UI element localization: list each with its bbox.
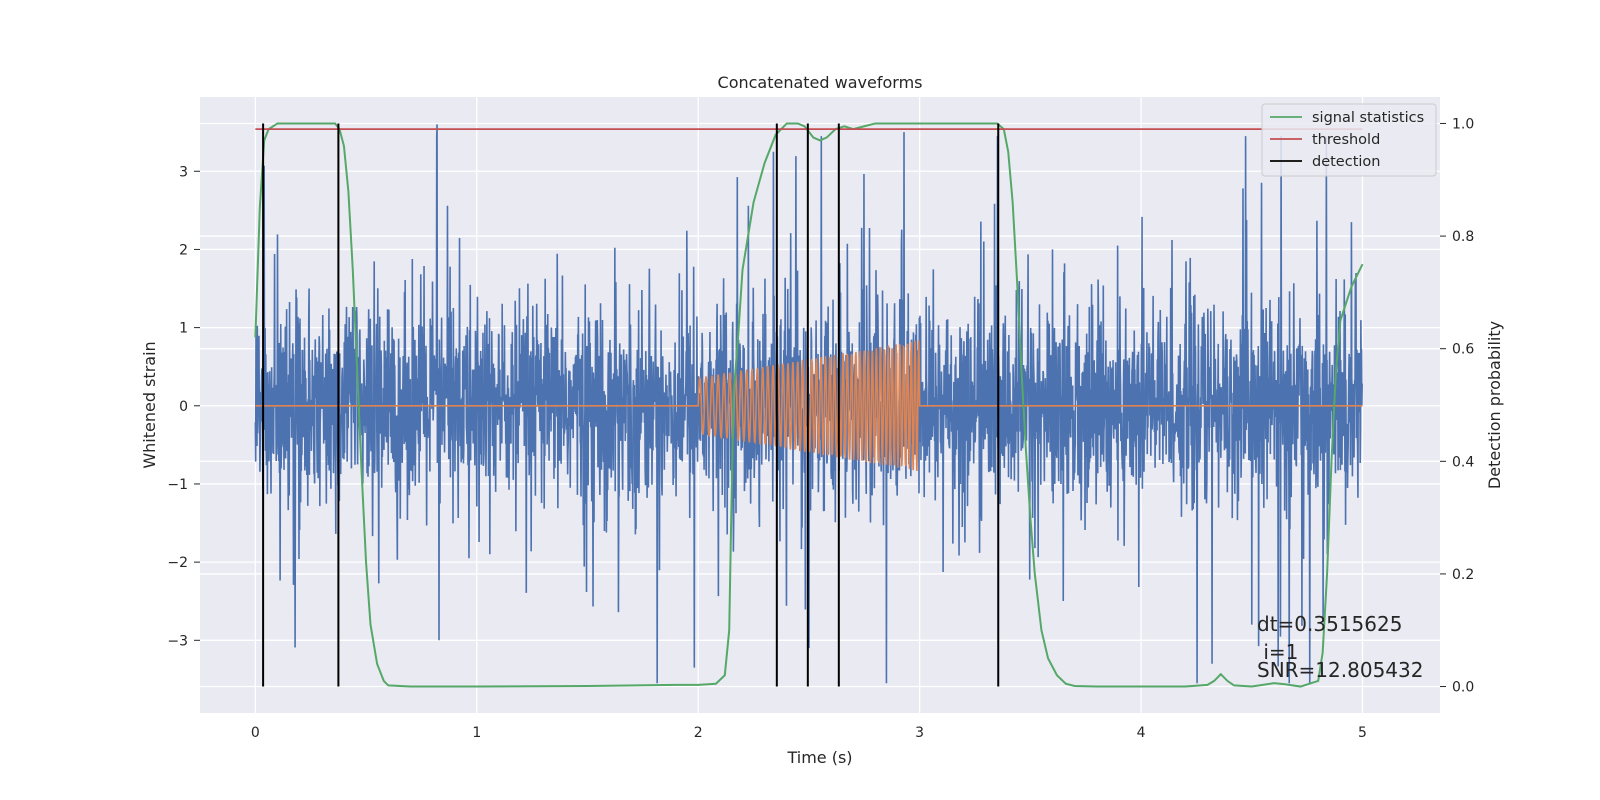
y-axis-right-label: Detection probability — [1485, 321, 1504, 489]
annotation-i: i=1 — [1257, 640, 1298, 664]
legend-label-signal-statistics: signal statistics — [1312, 110, 1424, 126]
x-tick-label: 1 — [472, 725, 481, 741]
y-right-tick-label: 1.0 — [1452, 116, 1474, 132]
y-right-tick-label: 0.4 — [1452, 454, 1474, 470]
y-tick-label: 0 — [179, 399, 188, 415]
legend-label-threshold: threshold — [1312, 132, 1380, 148]
annotation-snr: SNR=12.805432 — [1257, 658, 1423, 682]
strain-series — [254, 124, 1363, 684]
legend-box — [1261, 103, 1437, 177]
axis-ticks: 0 1 2 3 4 5 −3 −2 −1 0 1 2 3 0.0 0.2 0.4 0.6 0.8 1.0 — [167, 116, 1474, 741]
x-tick-label: 5 — [1358, 725, 1367, 741]
legend-label-detection: detection — [1312, 154, 1380, 170]
injection-line — [255, 340, 1363, 471]
y-tick-label: 3 — [179, 164, 188, 180]
y-tick-label: 2 — [179, 242, 188, 258]
y-right-tick-label: 0.8 — [1452, 229, 1474, 245]
y-tick-label: −1 — [167, 477, 188, 493]
annotation-dt: dt=0.3515625 — [1257, 612, 1402, 636]
y-tick-label: −2 — [167, 555, 188, 571]
injection-series — [255, 340, 1363, 471]
y-axis-label: Whitened strain — [140, 341, 159, 468]
y-right-tick-label: 0.2 — [1452, 567, 1474, 583]
strain-line — [254, 124, 1363, 684]
x-tick-label: 3 — [915, 725, 924, 741]
y-right-tick-label: 0.0 — [1452, 680, 1474, 696]
x-axis-label: Time (s) — [786, 748, 852, 767]
x-tick-label: 4 — [1137, 725, 1146, 741]
chart-title: Concatenated waveforms — [718, 73, 923, 92]
detection-series — [262, 123, 1000, 687]
x-tick-label: 0 — [251, 725, 260, 741]
y-tick-label: 1 — [179, 321, 188, 337]
y-right-tick-label: 0.6 — [1452, 342, 1474, 358]
legend: signal statistics threshold detection — [1261, 103, 1437, 177]
y-tick-label: −3 — [167, 633, 188, 649]
x-tick-label: 2 — [694, 725, 703, 741]
